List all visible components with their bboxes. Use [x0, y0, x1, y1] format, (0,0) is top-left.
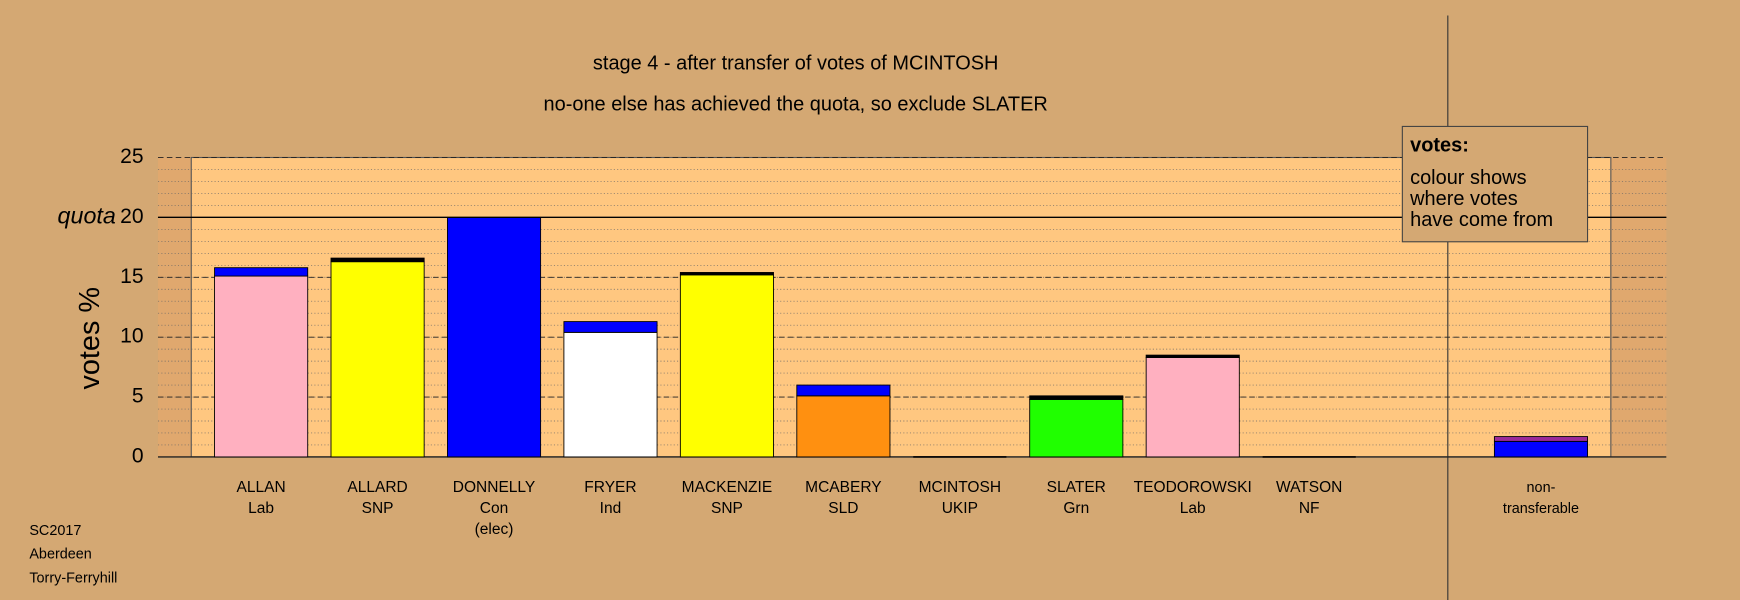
- x-tick-label: DONNELLY: [453, 479, 536, 496]
- annotation-heading: votes:: [1410, 135, 1469, 157]
- y-axis-label: votes %: [74, 287, 106, 390]
- y-tick-label: 20: [120, 205, 143, 228]
- chart-title: stage 4 - after transfer of votes of MCI…: [593, 53, 998, 75]
- x-tick-label: TEODOROWSKI: [1134, 479, 1252, 496]
- x-tick-label: Lab: [248, 500, 274, 517]
- bar-segment: [330, 261, 425, 458]
- x-tick-label: Grn: [1063, 500, 1089, 517]
- bar-segment: [1145, 357, 1240, 458]
- x-tick-label: NF: [1299, 500, 1320, 517]
- y-tick-label: 15: [120, 265, 143, 288]
- y-tick-label: 10: [120, 325, 143, 348]
- bar-segment: [214, 267, 309, 277]
- bars: [214, 216, 1589, 458]
- x-tick-label: ALLARD: [347, 479, 407, 496]
- bar-segment: [330, 257, 425, 263]
- x-tick-label: non-: [1527, 480, 1556, 496]
- bar-segment: [214, 275, 309, 458]
- bar-segment: [447, 216, 542, 458]
- x-tick-label: SLD: [828, 500, 858, 517]
- y-tick-label: 0: [132, 444, 144, 467]
- bar-segment: [796, 395, 891, 458]
- bar-segment: [679, 274, 774, 458]
- chart-subtitle: no-one else has achieved the quota, so e…: [544, 94, 1048, 116]
- x-tick-label: Ind: [600, 500, 622, 517]
- x-tick-label: SNP: [711, 500, 743, 517]
- x-tick-label: SNP: [362, 500, 394, 517]
- bar-segment: [1493, 436, 1589, 442]
- plot-area: [190, 156, 1612, 458]
- x-tick-label: WATSON: [1276, 479, 1342, 496]
- annotation-line: where votes: [1409, 188, 1518, 210]
- x-tick-label: FRYER: [584, 479, 636, 496]
- x-tick-label: MCABERY: [805, 479, 882, 496]
- annotation-line: colour shows: [1410, 167, 1526, 189]
- bar-segment: [1029, 398, 1124, 458]
- x-tick-label: transferable: [1503, 501, 1579, 517]
- x-tick-label: ALLAN: [237, 479, 286, 496]
- footnote: Aberdeen: [29, 546, 91, 562]
- bar-segment: [796, 384, 891, 397]
- x-tick-label: Con: [480, 500, 508, 517]
- x-tick-label: UKIP: [942, 500, 978, 517]
- annotation-box: [1401, 125, 1589, 243]
- annotation-line: have come from: [1410, 209, 1553, 231]
- x-tick-label: (elec): [475, 521, 514, 538]
- labels: 0 5 10 15 20 25 quota ALLAN Lab ALLARD SNP DONNELLY…: [58, 145, 1667, 538]
- x-tick-label: Lab: [1180, 500, 1206, 517]
- bar-segment: [563, 321, 658, 333]
- bar-segment: [1029, 395, 1124, 400]
- quota-label: quota: [58, 203, 116, 229]
- bar-segment: [679, 272, 774, 276]
- x-tick-label: MCINTOSH: [919, 479, 1001, 496]
- footnote: Torry-Ferryhill: [29, 571, 117, 587]
- x-tick-label: SLATER: [1047, 479, 1106, 496]
- bar-segment: [1493, 440, 1589, 458]
- bar-segment: [1145, 354, 1240, 358]
- x-tick-label: MACKENZIE: [682, 479, 773, 496]
- bar-segment: [563, 331, 658, 458]
- y-tick-label: 5: [132, 385, 144, 408]
- footnote: SC2017: [29, 523, 81, 539]
- y-tick-label: 25: [120, 145, 143, 168]
